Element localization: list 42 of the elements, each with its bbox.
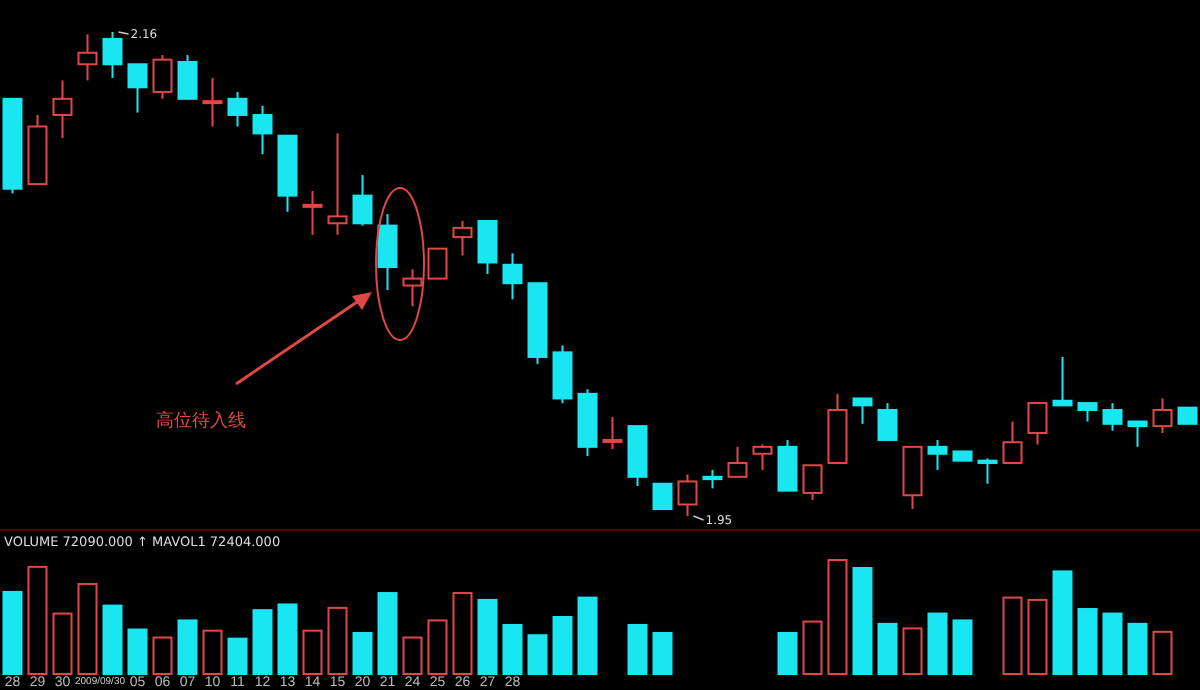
bar <box>927 612 948 675</box>
bar <box>1077 608 1098 675</box>
bar <box>402 636 423 675</box>
bar <box>27 565 48 675</box>
bar <box>277 603 298 675</box>
bar <box>777 631 798 675</box>
bar <box>952 619 973 675</box>
bar <box>802 620 823 675</box>
bar <box>1027 598 1048 675</box>
bar <box>1102 612 1123 675</box>
bar <box>52 612 73 675</box>
bar <box>577 596 598 675</box>
bar <box>452 592 473 675</box>
bar <box>302 629 323 675</box>
bar <box>102 604 123 675</box>
bar <box>127 628 148 675</box>
bar <box>152 636 173 675</box>
bar <box>1127 622 1148 675</box>
bar <box>552 616 573 675</box>
bar <box>427 619 448 675</box>
bar <box>852 566 873 675</box>
bar <box>1152 630 1173 675</box>
bar <box>477 598 498 675</box>
bar <box>202 629 223 675</box>
bar <box>902 627 923 675</box>
bar <box>252 609 273 675</box>
bar <box>177 619 198 675</box>
bar <box>377 592 398 675</box>
bar <box>1002 596 1023 675</box>
bar <box>827 559 848 675</box>
bar <box>502 623 523 675</box>
bar <box>227 637 248 675</box>
bar <box>2 590 23 675</box>
bar <box>327 606 348 675</box>
bar <box>877 622 898 675</box>
bar <box>527 634 548 675</box>
annotation: 高位待入线 <box>156 410 246 432</box>
bar <box>77 582 98 675</box>
bar <box>352 631 373 675</box>
bar <box>1052 570 1073 675</box>
bar <box>627 623 648 675</box>
bar <box>652 631 673 675</box>
